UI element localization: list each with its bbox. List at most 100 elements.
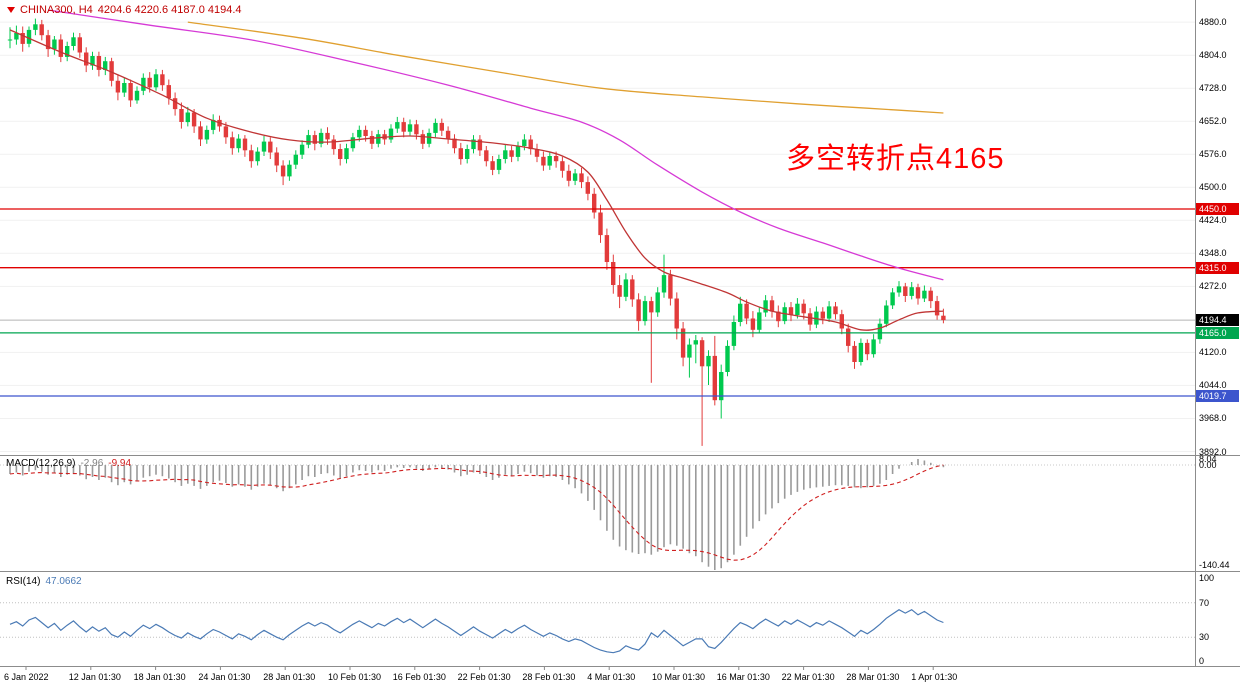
rsi-axis-label: 30 xyxy=(1199,632,1210,643)
candle-body xyxy=(674,298,679,329)
candle-body xyxy=(134,90,140,101)
candle-body xyxy=(820,311,825,319)
candle-body xyxy=(623,279,629,297)
candle-body xyxy=(287,164,292,177)
time-label: 16 Feb 01:30 xyxy=(392,672,446,682)
candle-body xyxy=(407,124,413,132)
candle-body xyxy=(496,159,502,170)
candle-body xyxy=(338,149,343,159)
rsi-name: RSI(14) xyxy=(6,576,41,587)
candle-body xyxy=(807,313,813,325)
symbol-ohlc-line: CHINA300, H4 4204.6 4220.6 4187.0 4194.4 xyxy=(7,4,242,16)
candle-body xyxy=(661,275,667,293)
time-label: 6 Jan 2022 xyxy=(4,672,49,682)
symbol-name: CHINA300, H4 xyxy=(20,4,93,16)
time-label: 4 Mar 01:30 xyxy=(587,672,636,682)
candle-body xyxy=(534,149,540,157)
candle-body xyxy=(445,130,451,139)
candle-body xyxy=(852,345,857,362)
candle-body xyxy=(642,301,648,322)
annotation-text[interactable]: 多空转折点4165 xyxy=(786,143,1005,175)
candle-body xyxy=(191,112,197,127)
candle-body xyxy=(306,135,311,145)
candle-body xyxy=(738,303,743,322)
candle-body xyxy=(941,315,946,321)
ohlc-values: 4204.6 4220.6 4187.0 4194.4 xyxy=(97,4,242,16)
candle-body xyxy=(458,148,463,160)
candle-body xyxy=(871,339,876,355)
candle-body xyxy=(318,132,324,144)
macd-histogram xyxy=(9,459,945,570)
macd-axis-label: 0.00 xyxy=(1199,460,1217,470)
candle-body xyxy=(909,287,914,296)
candle-body xyxy=(433,122,438,133)
candle-body xyxy=(344,148,349,160)
candle-body xyxy=(312,135,317,144)
candle-body xyxy=(255,151,260,162)
candle-body xyxy=(572,173,578,181)
candle-body xyxy=(928,290,933,302)
candle-body xyxy=(553,156,559,162)
time-axis[interactable]: 6 Jan 2022 12 Jan 01:30 18 Jan 01:30 24 Jan… xyxy=(0,667,1240,693)
price-tick-label: 4576.0 xyxy=(1199,149,1227,160)
candle-body xyxy=(350,137,356,149)
candle-body xyxy=(541,156,546,166)
candle-body xyxy=(14,33,19,40)
candle-body xyxy=(109,61,114,81)
candle-body xyxy=(128,83,133,101)
candle-body xyxy=(839,314,844,329)
candle-body xyxy=(452,138,457,149)
candle-body xyxy=(719,372,724,401)
price-tick-label: 4500.0 xyxy=(1199,182,1227,193)
time-label: 16 Mar 01:30 xyxy=(716,672,770,682)
candle-body xyxy=(484,150,489,162)
candle-body xyxy=(211,119,216,130)
candle-body xyxy=(325,132,330,140)
time-label: 22 Mar 01:30 xyxy=(781,672,835,682)
candle-body xyxy=(636,299,641,322)
candle-body xyxy=(33,24,38,30)
candle-body xyxy=(668,275,673,299)
price-level-badge: 4315.0 xyxy=(1196,261,1239,274)
time-label: 28 Jan 01:30 xyxy=(263,672,316,682)
candle-body xyxy=(490,161,495,170)
candle-body xyxy=(826,306,832,319)
price-tick-label: 4044.0 xyxy=(1199,380,1227,391)
candle-body xyxy=(528,139,533,150)
candle-body xyxy=(268,141,273,153)
candle-body xyxy=(890,292,895,306)
macd-name: MACD(12,26,9) xyxy=(6,458,76,469)
candle-body xyxy=(426,132,432,144)
candle-body xyxy=(141,77,146,91)
candle-body xyxy=(579,173,584,183)
candle-body xyxy=(52,39,57,50)
candle-body xyxy=(331,139,336,150)
candle-body xyxy=(172,98,178,110)
macd-axis-label: -140.44 xyxy=(1199,560,1230,570)
candle-body xyxy=(693,340,698,345)
candle-body xyxy=(71,37,76,46)
rsi-axis-label: 100 xyxy=(1199,573,1215,583)
candle-body xyxy=(357,129,362,138)
candle-body xyxy=(369,136,375,144)
price-tick-label: 4348.0 xyxy=(1199,248,1227,259)
candle-body xyxy=(744,303,749,319)
price-tick-label: 4728.0 xyxy=(1199,83,1227,94)
rsi-value: 47.0662 xyxy=(45,576,82,587)
candle-body xyxy=(471,139,476,150)
candle-body xyxy=(801,303,806,314)
ma-slow-line xyxy=(187,21,944,114)
candle-body xyxy=(261,141,267,152)
candle-body xyxy=(299,144,305,155)
time-label: 18 Jan 01:30 xyxy=(133,672,186,682)
candle-body xyxy=(249,150,254,162)
rsi-axis-label: 70 xyxy=(1199,597,1210,608)
candle-body xyxy=(630,279,635,300)
time-label: 28 Mar 01:30 xyxy=(846,672,900,682)
candle-body xyxy=(884,305,889,324)
candle-body xyxy=(858,342,864,362)
candle-body xyxy=(592,193,597,213)
price-tick-label: 4880.0 xyxy=(1199,17,1227,28)
